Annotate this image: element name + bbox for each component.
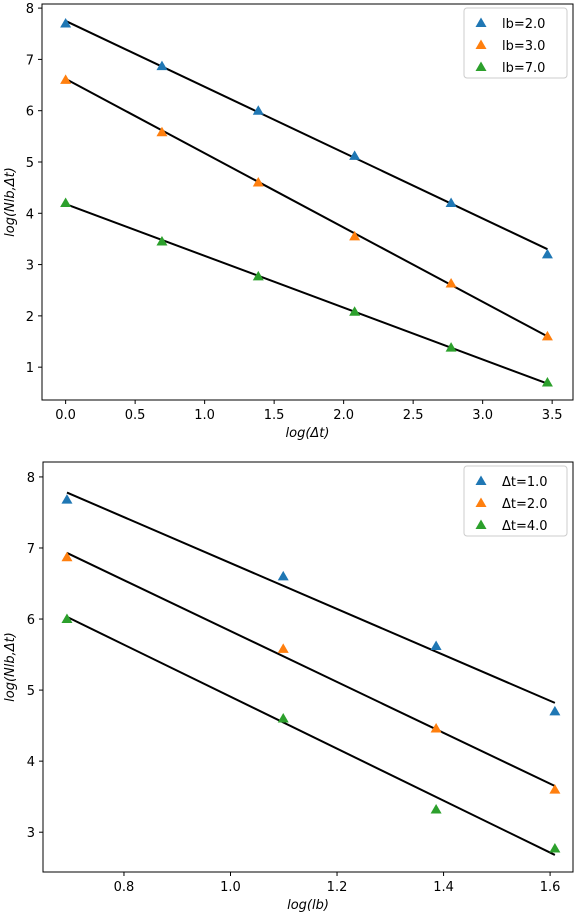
- marker: [445, 342, 457, 352]
- marker: [156, 60, 168, 71]
- marker: [277, 570, 289, 581]
- marker: [541, 248, 553, 259]
- x-tick-label: 0.8: [114, 880, 135, 895]
- marker: [277, 713, 289, 723]
- marker: [156, 126, 168, 137]
- legend-marker: [475, 39, 487, 49]
- fit-line: [65, 20, 548, 251]
- fit-line: [66, 552, 556, 787]
- marker: [349, 306, 361, 316]
- marker: [541, 377, 553, 387]
- legend-label: lb=2.0: [502, 17, 545, 32]
- x-tick-label: 2.0: [333, 408, 354, 423]
- marker: [349, 230, 361, 241]
- fit-line: [65, 78, 548, 338]
- marker: [549, 784, 561, 794]
- legend-label: Δt=2.0: [502, 497, 548, 512]
- legend-marker: [475, 475, 487, 485]
- legend-marker: [475, 519, 487, 529]
- plot-frame: [41, 3, 574, 401]
- marker: [445, 278, 457, 288]
- y-axis-label: log(Nlb,Δt): [3, 167, 18, 237]
- legend-label: Δt=1.0: [502, 475, 548, 490]
- y-tick-label: 6: [27, 613, 35, 628]
- x-tick-label: 3.5: [542, 408, 563, 423]
- marker: [277, 643, 289, 653]
- marker: [252, 105, 264, 115]
- marker: [445, 197, 457, 208]
- fit-line: [65, 203, 548, 385]
- fit-line: [66, 491, 556, 704]
- marker: [60, 197, 72, 208]
- fit-line: [66, 616, 556, 856]
- y-tick-label: 7: [27, 542, 35, 557]
- y-tick-label: 2: [26, 310, 34, 325]
- legend-marker: [475, 17, 487, 27]
- x-tick-label: 1.6: [540, 880, 561, 895]
- y-tick-label: 6: [26, 105, 34, 120]
- x-tick-label: 1.0: [194, 408, 215, 423]
- marker: [549, 705, 561, 716]
- y-tick-label: 4: [27, 755, 35, 770]
- x-tick-label: 1.2: [327, 880, 348, 895]
- marker: [252, 177, 264, 187]
- y-tick-label: 7: [26, 53, 34, 68]
- legend-box: [463, 465, 568, 537]
- marker: [60, 17, 72, 28]
- y-tick-label: 8: [27, 471, 35, 486]
- legend-label: lb=3.0: [502, 39, 545, 54]
- x-tick-label: 1.0: [220, 880, 241, 895]
- x-axis-label: log(lb): [287, 898, 329, 913]
- marker: [61, 494, 73, 504]
- marker: [430, 803, 442, 814]
- y-tick-label: 3: [26, 259, 34, 274]
- marker: [430, 640, 442, 651]
- marker: [61, 551, 73, 562]
- legend-box: [463, 7, 568, 79]
- legend-marker: [475, 497, 487, 507]
- marker: [60, 74, 72, 84]
- y-tick-label: 5: [26, 156, 34, 171]
- marker: [549, 843, 561, 853]
- legend-marker: [475, 61, 487, 71]
- y-tick-label: 8: [26, 2, 34, 17]
- marker: [541, 330, 553, 341]
- legend-label: Δt=4.0: [502, 519, 548, 534]
- x-tick-label: 0.0: [55, 408, 76, 423]
- plot-frame: [42, 461, 574, 873]
- y-axis-label: log(Nlb,Δt): [3, 632, 18, 702]
- y-tick-label: 1: [26, 361, 34, 376]
- marker: [430, 722, 442, 733]
- x-tick-label: 2.5: [403, 408, 424, 423]
- marker: [349, 150, 361, 160]
- x-tick-label: 3.0: [472, 408, 493, 423]
- x-axis-label: log(Δt): [286, 426, 330, 441]
- x-tick-label: 1.5: [264, 408, 285, 423]
- y-tick-label: 4: [26, 207, 34, 222]
- legend-label: lb=7.0: [502, 61, 545, 76]
- marker: [156, 235, 168, 246]
- marker: [252, 270, 264, 281]
- x-tick-label: 1.4: [433, 880, 454, 895]
- marker: [61, 613, 73, 624]
- x-tick-label: 0.5: [125, 408, 146, 423]
- y-tick-label: 5: [27, 684, 35, 699]
- y-tick-label: 3: [27, 826, 35, 841]
